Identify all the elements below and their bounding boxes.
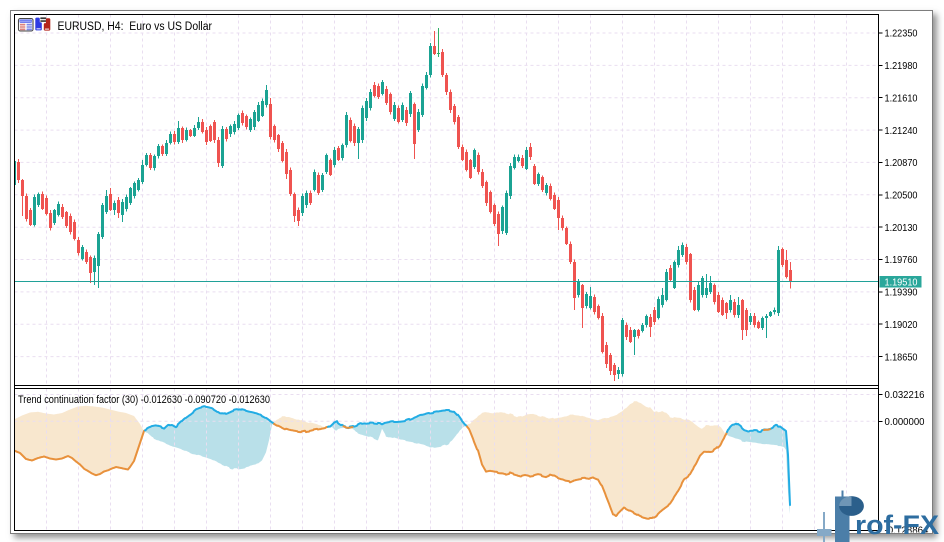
- svg-text:1.19020: 1.19020: [885, 319, 918, 331]
- svg-text:1.20870: 1.20870: [885, 157, 918, 169]
- svg-text:1.21980: 1.21980: [885, 60, 918, 72]
- svg-text:1.19760: 1.19760: [885, 254, 918, 266]
- svg-text:0.000000: 0.000000: [885, 416, 925, 428]
- svg-text:1.20130: 1.20130: [885, 222, 918, 234]
- svg-text:1.21610: 1.21610: [885, 92, 918, 104]
- svg-text:1.22350: 1.22350: [885, 28, 918, 40]
- svg-text:rof-FX: rof-FX: [855, 510, 939, 540]
- svg-text:0.032216: 0.032216: [885, 389, 925, 401]
- svg-text:1.21240: 1.21240: [885, 125, 918, 137]
- svg-text:EURUSD, H4: Euro vs US Dollar: EURUSD, H4: Euro vs US Dollar: [58, 21, 213, 33]
- svg-text:1.19390: 1.19390: [885, 287, 918, 299]
- svg-text:1.20500: 1.20500: [885, 190, 918, 202]
- svg-text:1.19510: 1.19510: [885, 277, 918, 289]
- svg-text:-0.128864: -0.128864: [885, 525, 929, 537]
- svg-text:1.18650: 1.18650: [885, 351, 918, 363]
- svg-text:Trend continuation factor (30): Trend continuation factor (30) -0.012630…: [18, 394, 270, 406]
